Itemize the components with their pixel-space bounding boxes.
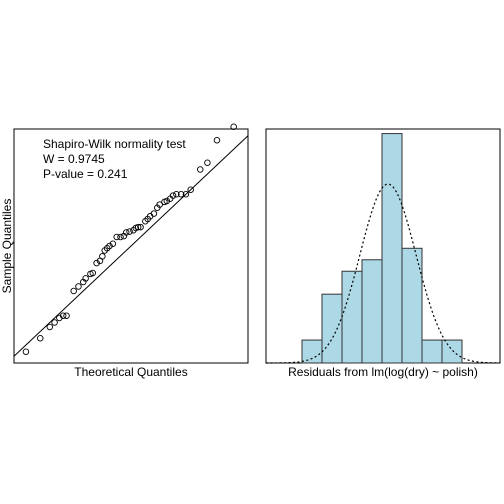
qq-point bbox=[230, 123, 237, 130]
qq-point bbox=[134, 223, 142, 231]
qq-point bbox=[137, 223, 144, 231]
histogram-bar bbox=[401, 247, 423, 364]
qq-point bbox=[173, 190, 180, 198]
qq-point bbox=[46, 323, 54, 331]
normal-density-curve bbox=[265, 183, 501, 364]
qq-point bbox=[93, 259, 100, 267]
qq-y-axis-label: Sample Quantiles bbox=[0, 199, 14, 294]
qq-point bbox=[187, 186, 194, 193]
qq-point bbox=[177, 190, 185, 198]
shapiro-test-title: Shapiro-Wilk normality test bbox=[43, 137, 186, 151]
shapiro-w-value: W = 0.9745 bbox=[43, 152, 105, 166]
qq-point bbox=[122, 229, 130, 236]
histogram-bar bbox=[381, 133, 403, 364]
qq-point bbox=[163, 197, 171, 205]
histogram-bar bbox=[301, 339, 323, 364]
qq-point bbox=[126, 228, 133, 235]
qq-point bbox=[22, 348, 30, 356]
histogram-bars bbox=[301, 133, 463, 364]
qq-point bbox=[59, 312, 67, 320]
qq-points bbox=[22, 123, 237, 356]
shapiro-p-value: P-value = 0.241 bbox=[43, 167, 128, 181]
qq-point bbox=[37, 335, 44, 342]
qq-point bbox=[109, 240, 117, 247]
qq-point bbox=[117, 233, 124, 241]
histogram-bar bbox=[341, 270, 363, 364]
histogram-panel: Residuals from lm(log(dry) ~ polish) bbox=[265, 128, 501, 379]
histogram-bar bbox=[421, 339, 443, 364]
qq-point bbox=[213, 136, 221, 144]
qq-x-axis-label: Theoretical Quantiles bbox=[74, 365, 187, 379]
qq-point bbox=[196, 166, 204, 173]
qq-point bbox=[150, 210, 158, 217]
qq-plot-frame bbox=[13, 128, 249, 364]
qq-point bbox=[63, 312, 70, 320]
qq-point bbox=[182, 190, 190, 198]
qq-point bbox=[89, 269, 97, 277]
histogram-x-axis-label: Residuals from lm(log(dry) ~ polish) bbox=[288, 365, 478, 379]
qq-point bbox=[75, 283, 82, 290]
qq-point bbox=[70, 287, 77, 295]
qq-point bbox=[106, 242, 113, 250]
qq-point bbox=[156, 201, 163, 208]
qq-plot-panel: Shapiro-Wilk normality test W = 0.9745 P… bbox=[0, 123, 249, 379]
qq-point bbox=[82, 275, 89, 282]
histogram-bar bbox=[321, 293, 343, 364]
qq-point bbox=[204, 159, 211, 166]
qq-point bbox=[99, 253, 106, 260]
histogram-bar bbox=[361, 259, 383, 364]
qq-point bbox=[51, 319, 58, 326]
qq-point bbox=[113, 233, 120, 241]
histogram-bar bbox=[441, 339, 463, 364]
qq-point bbox=[169, 192, 177, 199]
qq-reference-line bbox=[13, 135, 249, 357]
